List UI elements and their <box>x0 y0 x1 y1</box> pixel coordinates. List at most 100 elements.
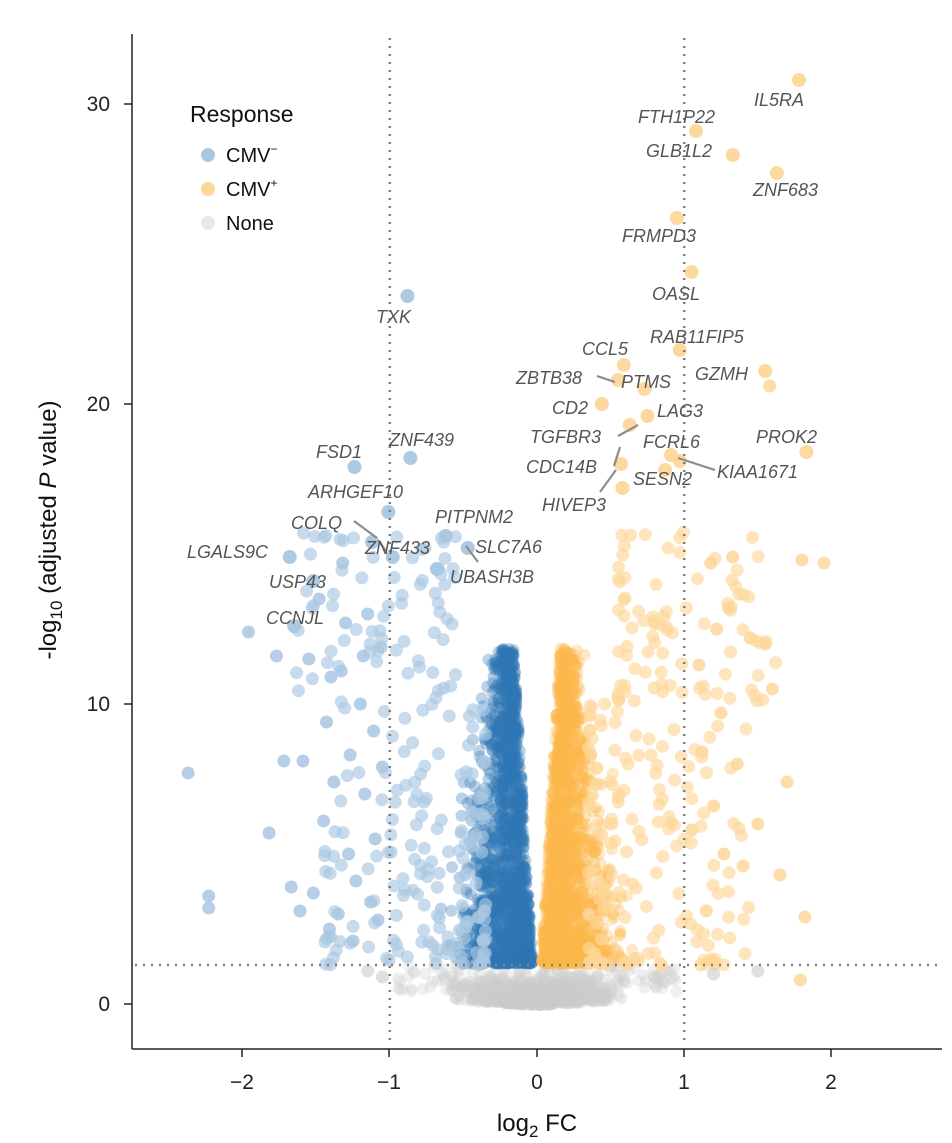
none-point <box>543 967 556 979</box>
none-point <box>536 998 549 1011</box>
cmv-positive-point <box>583 798 597 812</box>
none-point <box>523 992 536 1005</box>
cmv-negative-point <box>493 871 506 884</box>
none-point <box>553 993 566 1006</box>
cmv-positive-point <box>700 766 714 780</box>
cmv-negative-point <box>450 937 464 950</box>
cmv-negative-point <box>485 795 498 808</box>
cmv-negative-point <box>407 795 421 809</box>
none-point <box>558 992 570 1005</box>
none-point <box>512 983 525 996</box>
none-point <box>497 985 510 998</box>
cmv-negative-point <box>487 805 500 818</box>
cmv-negative-point <box>517 860 530 873</box>
none-point <box>566 994 579 1007</box>
gene-label-znf433: ZNF433 <box>364 538 430 558</box>
none-point <box>472 995 485 1008</box>
none-point <box>544 991 557 1004</box>
none-point <box>537 988 550 1001</box>
none-point <box>392 972 405 985</box>
none-point <box>573 965 586 978</box>
none-point <box>505 995 518 1008</box>
none-point <box>528 984 541 996</box>
none-point <box>518 990 531 1003</box>
none-point <box>475 987 488 999</box>
none-point <box>528 990 541 1003</box>
cmv-positive-point <box>685 792 699 806</box>
none-point <box>511 993 524 1006</box>
none-point <box>518 988 530 1001</box>
none-point <box>553 992 566 1005</box>
cmv-negative-point <box>484 876 497 889</box>
none-point <box>535 997 548 1010</box>
cmv-negative-point <box>492 951 505 964</box>
none-point <box>520 989 533 1001</box>
cmv-negative-point <box>505 956 518 969</box>
none-point <box>509 995 522 1007</box>
none-point <box>539 981 552 993</box>
cmv-negative-point <box>508 797 521 810</box>
none-point <box>521 990 534 1003</box>
cmv-negative-point <box>502 945 515 958</box>
cmv-positive-point <box>722 910 736 924</box>
none-point <box>487 982 500 995</box>
cmv-positive-outlier-point <box>704 556 718 570</box>
cmv-negative-point <box>491 957 504 970</box>
cmv-negative-point <box>406 736 420 750</box>
cmv-negative-point <box>401 666 415 680</box>
none-point <box>497 982 509 995</box>
none-point <box>483 969 496 982</box>
cmv-positive-point <box>565 834 578 847</box>
cmv-negative-point <box>389 908 403 922</box>
none-point <box>556 975 569 988</box>
none-point <box>549 992 562 1005</box>
none-point <box>500 997 513 1010</box>
cmv-positive-point <box>553 675 566 688</box>
cmv-negative-point <box>519 941 532 954</box>
cmv-positive-point <box>668 818 681 832</box>
legend: Response CMV− CMV+ None <box>190 101 294 235</box>
cmv-negative-point <box>493 811 505 824</box>
none-point <box>516 979 529 992</box>
cmv-negative-point <box>496 864 509 877</box>
none-point <box>480 995 493 1008</box>
none-point <box>554 995 567 1008</box>
none-point <box>548 989 561 1002</box>
none-point <box>533 992 545 1005</box>
none-point <box>600 973 612 986</box>
none-point <box>533 988 546 1001</box>
none-point <box>446 970 459 983</box>
none-point <box>488 994 501 1007</box>
cmv-negative-point <box>518 943 531 956</box>
none-point <box>513 990 525 1003</box>
cmv-negative-point <box>390 783 404 797</box>
cmv-negative-point <box>504 749 516 762</box>
none-point <box>477 995 490 1008</box>
none-point <box>511 981 524 994</box>
none-point <box>510 990 523 1003</box>
none-point <box>495 981 508 994</box>
none-point <box>503 997 516 1010</box>
none-point <box>512 978 525 991</box>
none-point <box>552 995 565 1008</box>
none-point <box>573 996 586 1009</box>
cmv-negative-point <box>517 936 530 949</box>
none-point <box>538 986 550 999</box>
none-point <box>550 976 563 989</box>
cmv-negative-point <box>487 697 500 710</box>
gene-label-zbtb38: ZBTB38 <box>515 368 582 388</box>
cmv-negative-point <box>459 765 473 779</box>
none-point <box>408 967 421 979</box>
none-point <box>523 976 536 989</box>
cmv-negative-point <box>488 938 501 951</box>
cmv-negative-point <box>492 746 505 759</box>
cmv-negative-point <box>503 940 516 953</box>
none-point <box>485 983 498 996</box>
cmv-negative-point <box>516 790 529 802</box>
none-point <box>517 985 530 998</box>
none-point <box>544 998 557 1011</box>
cmv-negative-point <box>515 792 527 805</box>
cmv-negative-point <box>503 827 516 839</box>
cmv-negative-point <box>492 692 505 705</box>
none-point <box>605 987 618 1000</box>
